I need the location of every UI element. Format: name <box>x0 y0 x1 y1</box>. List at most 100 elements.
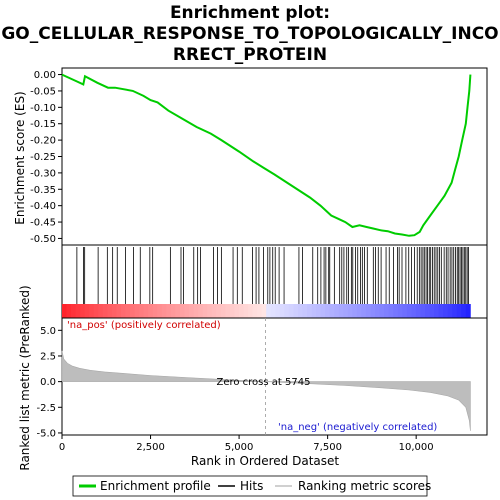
rank-color-segment <box>134 304 140 318</box>
rank-color-segment <box>143 304 149 318</box>
legend: Enrichment profile Hits Ranking metric s… <box>72 475 431 497</box>
metric-y-tick-label: 5.0 <box>40 326 56 337</box>
es-y-tick-label: -0.35 <box>30 185 56 196</box>
zero-cross-label: Zero cross at 5745 <box>216 377 310 388</box>
rank-color-segment <box>238 304 244 318</box>
rank-color-segment <box>424 304 430 318</box>
rank-color-segment <box>193 304 199 318</box>
rank-color-segment <box>211 304 217 318</box>
rank-color-segment <box>120 304 126 318</box>
x-tick-label: 5,000 <box>225 442 254 453</box>
rank-color-segment <box>270 304 276 318</box>
rank-color-segment <box>225 304 231 318</box>
rank-color-segment <box>307 304 312 318</box>
legend-hits-label: Hits <box>240 479 263 493</box>
rank-color-segment <box>89 304 95 318</box>
es-plot-frame <box>61 67 488 246</box>
rank-color-segment <box>111 304 117 318</box>
rank-color-segment <box>166 304 172 318</box>
rank-color-segment <box>71 304 77 318</box>
rank-color-segment <box>293 304 299 318</box>
rank-color-segment <box>116 304 122 318</box>
rank-color-segment <box>288 304 294 318</box>
rank-color-segment <box>393 304 399 318</box>
rank-color-segment <box>170 304 176 318</box>
rank-color-segment <box>84 304 90 318</box>
rank-color-segment <box>415 304 421 318</box>
rank-color-segment <box>261 304 267 318</box>
rank-color-segment <box>420 304 426 318</box>
ranking-metric-area <box>61 350 471 431</box>
rank-color-segment <box>329 304 335 318</box>
rank-color-segment <box>361 304 367 318</box>
es-y-tick-label: -0.30 <box>30 168 56 179</box>
es-y-tick-label: -0.40 <box>30 201 56 212</box>
rank-color-segment <box>411 304 417 318</box>
rank-color-segment <box>130 304 135 318</box>
rank-color-segment <box>266 304 272 318</box>
x-tick-label: 10,000 <box>399 442 434 453</box>
es-y-tick-label: -0.20 <box>30 136 56 147</box>
rank-color-segment <box>98 304 104 318</box>
rank-color-segment <box>438 304 444 318</box>
x-tick-label: 7,500 <box>313 442 342 453</box>
rank-color-segment <box>220 304 226 318</box>
rank-color-segment <box>102 304 108 318</box>
chart-title-line-3: RRECT_PROTEIN <box>173 45 327 65</box>
rank-color-segment <box>152 304 158 318</box>
rank-color-segment <box>461 304 467 318</box>
metric-panel: Zero cross at 5745 5.0 2.5 0.0 -2.5 -5.00 2,50… <box>36 317 488 453</box>
rank-color-segment <box>243 304 249 318</box>
rank-color-segment <box>248 304 253 318</box>
es-y-tick-label: 0.00 <box>34 70 56 81</box>
negative-correlation-label: 'na_neg' (negatively correlated) <box>278 422 437 433</box>
rank-color-segment <box>125 304 131 318</box>
rank-color-segment <box>434 304 439 318</box>
rank-color-segment <box>279 304 285 318</box>
metric-y-tick-label: 2.5 <box>40 351 56 362</box>
rank-color-segment <box>93 304 99 318</box>
rank-color-segment <box>406 304 412 318</box>
legend-enrichment-label: Enrichment profile <box>100 479 211 493</box>
es-y-tick-label: -0.50 <box>30 234 56 245</box>
es-y-tick-label: -0.05 <box>30 86 56 97</box>
rank-color-segment <box>384 304 390 318</box>
es-y-tick-label: -0.25 <box>30 152 56 163</box>
es-y-tick-label: -0.45 <box>30 218 56 229</box>
rank-color-segment <box>161 304 167 318</box>
rank-color-segment <box>302 304 308 318</box>
es-panel: 0.00 -0.05 -0.10 -0.15 -0.20 -0.25 -0.30 -0.35 -… <box>30 67 488 246</box>
rank-color-segment <box>229 304 235 318</box>
rank-color-segment <box>370 304 376 318</box>
rank-color-segment <box>189 304 194 318</box>
enrichment-profile-line <box>61 73 472 237</box>
chart-title-line-1: Enrichment plot: <box>170 3 330 23</box>
rank-color-segment <box>75 304 81 318</box>
chart-title-line-2: GO_CELLULAR_RESPONSE_TO_TOPOLOGICALLY_IN… <box>1 24 498 44</box>
metric-y-tick-label: 0.0 <box>40 377 56 388</box>
rank-color-segment <box>402 304 408 318</box>
legend-metric-label: Ranking metric scores <box>298 479 431 493</box>
rank-color-segment <box>207 304 213 318</box>
rank-color-segment <box>397 304 403 318</box>
rank-color-segment <box>356 304 362 318</box>
metric-axis-label: Ranked list metric (PreRanked) <box>18 285 32 470</box>
rank-color-segment <box>352 304 358 318</box>
rank-color-segment <box>347 304 353 318</box>
rank-color-segment <box>139 304 145 318</box>
rank-color-segment <box>198 304 204 318</box>
rank-color-segment <box>202 304 208 318</box>
rank-color-segment <box>148 304 154 318</box>
rank-color-segment <box>175 304 181 318</box>
rank-color-segment <box>80 304 86 318</box>
rank-color-segment <box>320 304 326 318</box>
rank-color-segment <box>334 304 340 318</box>
metric-y-tick-label: -5.0 <box>36 428 56 439</box>
rank-color-segment <box>257 304 263 318</box>
rank-color-segment <box>62 304 67 318</box>
rank-color-segment <box>447 304 453 318</box>
rank-color-segment <box>107 304 113 318</box>
rank-color-segment <box>379 304 385 318</box>
rank-color-segment <box>343 304 349 318</box>
